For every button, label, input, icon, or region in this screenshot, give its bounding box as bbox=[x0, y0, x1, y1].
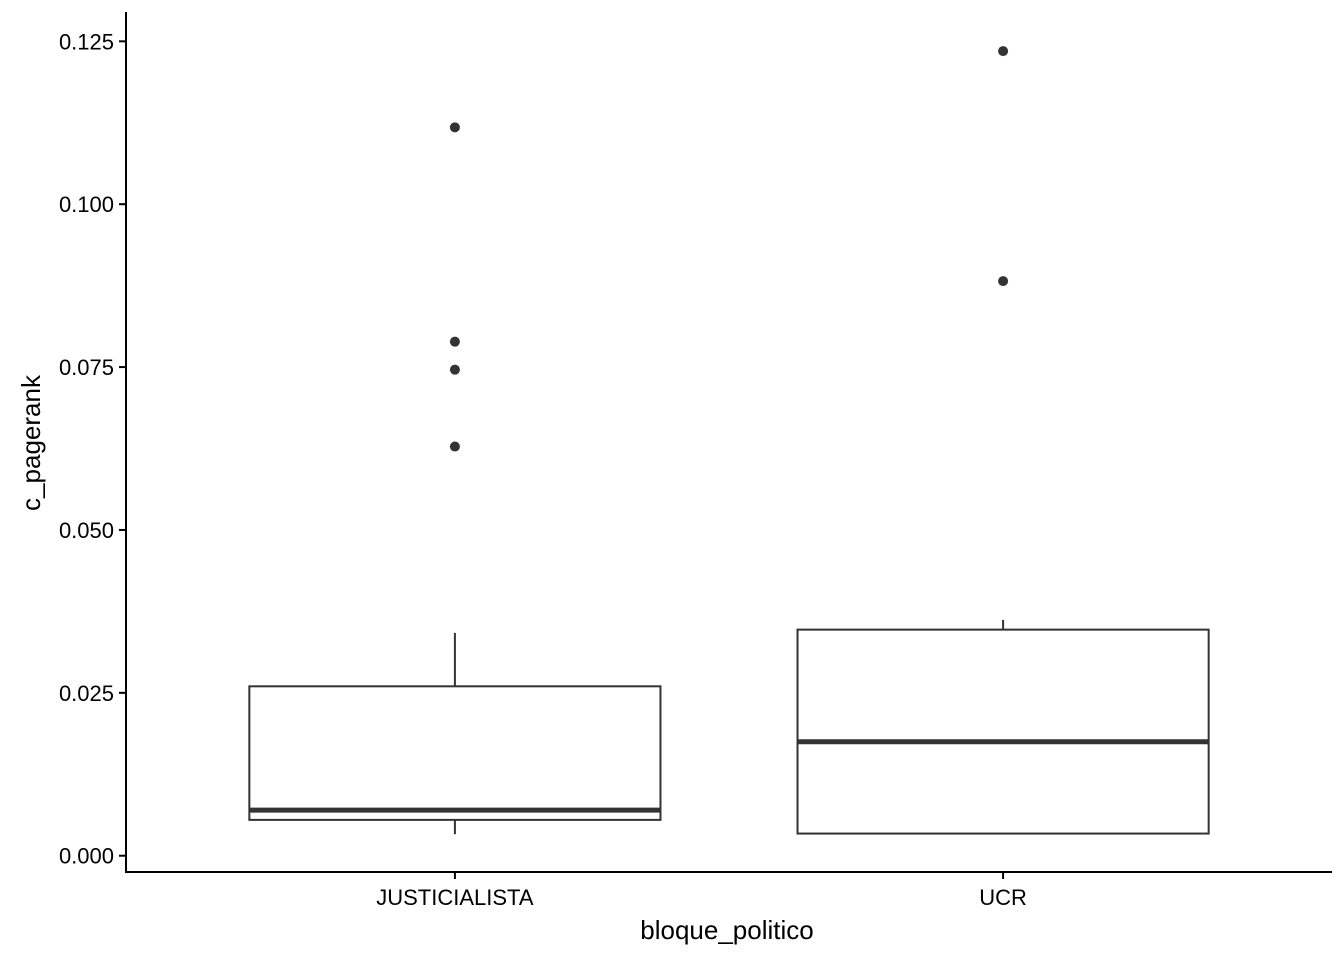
outlier-point bbox=[449, 336, 460, 347]
outlier-point bbox=[449, 122, 460, 133]
x-axis-title: bloque_politico bbox=[640, 915, 813, 945]
box bbox=[248, 685, 662, 821]
y-tick-label: 0.100 bbox=[59, 192, 114, 217]
y-tick-label: 0.000 bbox=[59, 844, 114, 869]
y-tick-label: 0.025 bbox=[59, 681, 114, 706]
y-tick-label: 0.075 bbox=[59, 355, 114, 380]
outlier-point bbox=[998, 276, 1009, 287]
x-tick-label: UCR bbox=[979, 885, 1027, 910]
outlier-point bbox=[449, 364, 460, 375]
box bbox=[796, 628, 1210, 835]
y-tick-label: 0.050 bbox=[59, 518, 114, 543]
y-axis-title: c_pagerank bbox=[16, 374, 46, 511]
y-axis-ticks: 0.000 0.025 0.050 0.075 0.100 0.125 bbox=[59, 29, 126, 869]
boxplot-group bbox=[248, 122, 662, 835]
outlier-point bbox=[449, 441, 460, 452]
x-tick-label: JUSTICIALISTA bbox=[376, 885, 534, 910]
x-axis-ticks: JUSTICIALISTA UCR bbox=[376, 872, 1027, 910]
y-tick-label: 0.125 bbox=[59, 29, 114, 54]
outlier-point bbox=[998, 46, 1009, 57]
boxplot-group bbox=[796, 46, 1210, 835]
plot-area bbox=[248, 46, 1210, 835]
